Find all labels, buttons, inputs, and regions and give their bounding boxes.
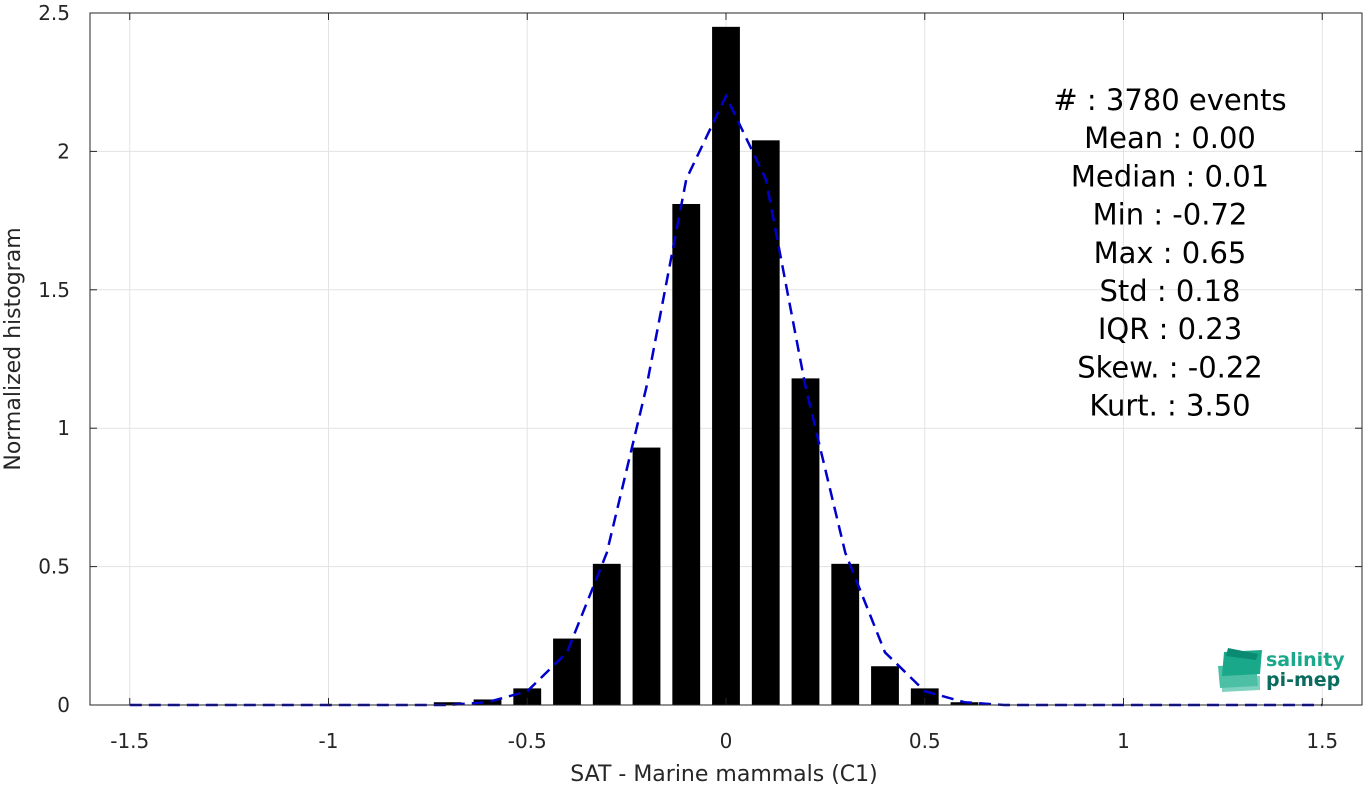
x-tick-label: -1.5	[110, 729, 149, 753]
y-tick-label: 1.5	[38, 278, 70, 302]
x-tick-label: 1.5	[1306, 729, 1338, 753]
stat-line: IQR : 0.23	[1098, 312, 1242, 346]
histogram-bar	[632, 447, 661, 705]
logo-text-pi-mep: pi-mep	[1266, 669, 1340, 691]
histogram-bar	[712, 26, 740, 705]
histogram-bar	[950, 702, 979, 705]
y-axis-label: Normalized histogram	[1, 227, 26, 470]
stat-line: Std : 0.18	[1100, 274, 1241, 308]
salinity-pi-mep-logo: salinity pi-mep	[1218, 648, 1345, 692]
histogram-bar	[672, 203, 701, 705]
stat-line: Skew. : -0.22	[1077, 350, 1263, 384]
logo-text-salinity: salinity	[1266, 649, 1345, 671]
histogram-bar	[751, 140, 780, 705]
x-tick-labels: -1.5 -1 -0.5 0 0.5 1 1.5	[110, 729, 1338, 753]
stat-line: Min : -0.72	[1093, 198, 1248, 232]
histogram-bars	[433, 26, 979, 705]
stats-box: # : 3780 events Mean : 0.00 Median : 0.01 M…	[1053, 83, 1286, 423]
axis-ticks	[90, 12, 1362, 706]
x-tick-label: 0.5	[909, 729, 941, 753]
y-tick-label: 0	[57, 693, 70, 717]
histogram-bar	[592, 563, 621, 705]
histogram-bar	[791, 378, 820, 705]
stat-line: Kurt. : 3.50	[1089, 389, 1250, 423]
histogram-bar	[433, 702, 462, 705]
stat-line: Max : 0.65	[1094, 236, 1247, 270]
x-tick-label: 0	[720, 729, 733, 753]
histogram-bar	[473, 699, 502, 705]
y-tick-label: 2.5	[38, 1, 70, 25]
y-tick-labels: 0 0.5 1 1.5 2 2.5	[38, 1, 70, 717]
stat-line: Mean : 0.00	[1084, 121, 1256, 155]
y-tick-label: 1	[57, 416, 70, 440]
logo-mark-icon	[1218, 648, 1262, 692]
x-tick-label: -0.5	[508, 729, 547, 753]
stat-line: Median : 0.01	[1071, 159, 1269, 193]
y-tick-label: 0.5	[38, 555, 70, 579]
stat-line: # : 3780 events	[1053, 83, 1286, 117]
histogram-bar	[831, 563, 860, 705]
x-tick-label: 1	[1117, 729, 1130, 753]
x-tick-label: -1	[319, 729, 339, 753]
histogram-bar	[553, 638, 581, 705]
histogram-bar	[871, 666, 899, 705]
y-tick-label: 2	[57, 139, 70, 163]
x-axis-label: SAT - Marine mammals (C1)	[570, 762, 878, 785]
